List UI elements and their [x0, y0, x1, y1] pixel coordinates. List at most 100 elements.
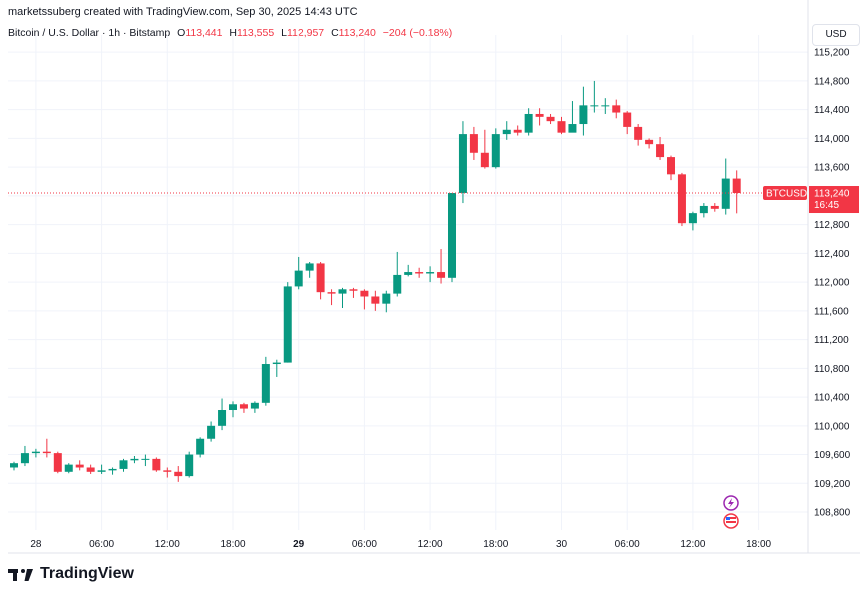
- candle-body[interactable]: [524, 113, 533, 133]
- candle-body[interactable]: [272, 362, 281, 365]
- low-value: 112,957: [286, 27, 325, 39]
- candle-body[interactable]: [349, 289, 358, 291]
- symbol-name[interactable]: Bitcoin / U.S. Dollar · 1h · Bitstamp: [8, 27, 171, 39]
- x-tick-label: 12:00: [155, 539, 180, 550]
- candle-body[interactable]: [612, 105, 621, 113]
- y-tick-label: 110,800: [814, 364, 850, 375]
- x-tick-label: 18:00: [746, 539, 771, 550]
- candle-body[interactable]: [185, 454, 194, 477]
- candle-body[interactable]: [568, 124, 577, 133]
- flag-stripe-icon: [726, 517, 736, 519]
- candle-body[interactable]: [86, 467, 95, 472]
- symbol-badge-text: BTCUSD: [766, 189, 807, 200]
- x-tick-label: 18:00: [483, 539, 508, 550]
- event-markers[interactable]: [723, 495, 739, 529]
- tradingview-logo[interactable]: TradingView: [8, 565, 134, 583]
- candle-body[interactable]: [239, 404, 248, 409]
- candle-body[interactable]: [152, 458, 161, 471]
- candle-body[interactable]: [601, 105, 610, 107]
- close-value: 113,240: [338, 27, 376, 39]
- candle-body[interactable]: [338, 289, 347, 294]
- candle-body[interactable]: [491, 134, 500, 168]
- candle-body[interactable]: [207, 425, 216, 439]
- candle-body[interactable]: [732, 178, 741, 194]
- candle-body[interactable]: [448, 193, 456, 278]
- y-tick-label: 109,600: [814, 450, 851, 461]
- candle-body[interactable]: [579, 105, 588, 125]
- y-tick-label: 108,800: [814, 508, 851, 519]
- y-tick-label: 111,200: [814, 335, 849, 346]
- currency-button[interactable]: USD: [812, 24, 860, 46]
- candle-body[interactable]: [393, 274, 402, 294]
- candle-body[interactable]: [426, 272, 435, 274]
- candle-body[interactable]: [97, 470, 106, 472]
- candle-body[interactable]: [382, 293, 391, 304]
- lightning-glyph-icon: [728, 498, 734, 508]
- candle-body[interactable]: [327, 292, 336, 294]
- chart-attribution: marketssuberg created with TradingView.c…: [8, 6, 358, 18]
- candle-body[interactable]: [42, 451, 51, 454]
- candle-body[interactable]: [502, 129, 511, 135]
- symbol-legend: Bitcoin / U.S. Dollar · 1h · Bitstamp O1…: [8, 27, 452, 39]
- grid-lines: [8, 35, 808, 530]
- candle-body[interactable]: [667, 157, 675, 175]
- candle-body[interactable]: [294, 270, 303, 287]
- candle-body[interactable]: [437, 272, 446, 278]
- candle-body[interactable]: [360, 290, 369, 297]
- candle-body[interactable]: [218, 410, 227, 426]
- candle-body[interactable]: [634, 126, 643, 140]
- y-tick-label: 114,800: [814, 76, 850, 87]
- y-tick-label: 113,600: [814, 163, 850, 174]
- candle-body[interactable]: [469, 134, 478, 153]
- candle-body[interactable]: [31, 451, 40, 454]
- x-tick-label: 29: [293, 539, 305, 550]
- candle-body[interactable]: [163, 470, 172, 472]
- candle-body[interactable]: [623, 112, 632, 127]
- candle-body[interactable]: [721, 178, 730, 209]
- candle-body[interactable]: [557, 121, 566, 133]
- candle-body[interactable]: [677, 174, 686, 224]
- high-value: 113,555: [237, 27, 275, 39]
- candle-body[interactable]: [229, 404, 237, 411]
- candle-body[interactable]: [261, 364, 270, 403]
- countdown-text: 16:45: [814, 200, 839, 211]
- candle-body[interactable]: [196, 438, 205, 455]
- candle-body[interactable]: [305, 263, 314, 271]
- candle-body[interactable]: [316, 263, 325, 293]
- candle-body[interactable]: [710, 205, 719, 209]
- candle-body[interactable]: [480, 152, 489, 168]
- candle-body[interactable]: [535, 113, 544, 117]
- candle-body[interactable]: [53, 453, 62, 472]
- candle-body[interactable]: [458, 134, 467, 194]
- candle-body[interactable]: [283, 286, 292, 363]
- candle-body[interactable]: [688, 213, 697, 224]
- candle-body[interactable]: [699, 205, 708, 214]
- candle-body[interactable]: [513, 129, 522, 133]
- candle-body[interactable]: [20, 453, 29, 464]
- candle-body[interactable]: [371, 296, 380, 304]
- candle-body[interactable]: [174, 471, 183, 477]
- candles-layer: [10, 80, 741, 482]
- x-tick-label: 12:00: [680, 539, 705, 550]
- candle-body[interactable]: [645, 139, 654, 145]
- candle-body[interactable]: [404, 272, 413, 275]
- candle-body[interactable]: [75, 464, 84, 468]
- candle-body[interactable]: [64, 464, 73, 472]
- candle-body[interactable]: [590, 105, 599, 107]
- time-axis[interactable]: 28 06:00 12:00 18:00 29 06:00 12:00 18:00 30 06:0…: [8, 539, 860, 554]
- candle-body[interactable]: [108, 468, 117, 471]
- close-label: C: [331, 27, 339, 39]
- candle-body[interactable]: [415, 272, 424, 274]
- price-axis[interactable]: 108,800 109,200 109,600 110,000 110,400 110,8…: [807, 0, 851, 553]
- candle-body[interactable]: [141, 458, 150, 460]
- candle-body[interactable]: [546, 116, 555, 122]
- candle-body[interactable]: [10, 463, 18, 468]
- y-tick-label: 112,400: [814, 249, 850, 260]
- candle-body[interactable]: [130, 458, 139, 461]
- price-badge-bg: [809, 186, 859, 214]
- candle-body[interactable]: [656, 144, 665, 158]
- candle-body[interactable]: [250, 402, 259, 409]
- x-tick-label: 06:00: [89, 539, 114, 550]
- candle-body[interactable]: [119, 460, 128, 469]
